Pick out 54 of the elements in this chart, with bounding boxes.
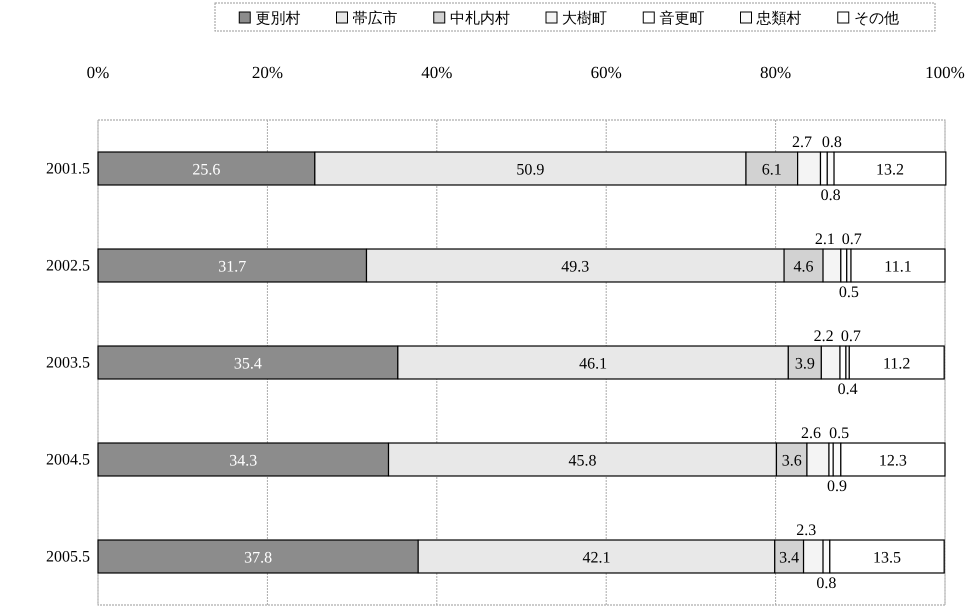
data-label: 50.9 (516, 162, 544, 178)
legend-label: 大樹町 (562, 9, 607, 27)
data-label: 0.5 (838, 284, 859, 301)
data-label: 0.8 (822, 134, 842, 152)
x-tick-label: 80% (760, 63, 792, 82)
data-label: 35.4 (234, 356, 262, 372)
data-label: 0.9 (827, 478, 848, 495)
data-label: 6.1 (762, 162, 782, 178)
data-label: 0.8 (816, 574, 836, 592)
data-label: 25.6 (192, 162, 220, 178)
y-tick-label: 2001.5 (46, 160, 90, 178)
data-label: 0.7 (842, 231, 862, 248)
legend-label: 更別村 (255, 9, 300, 27)
data-label: 13.5 (872, 550, 901, 566)
data-label: 3.4 (779, 550, 800, 566)
data-label: 31.7 (218, 258, 246, 276)
data-label: 2.7 (792, 134, 812, 152)
data-label: 4.6 (794, 258, 814, 276)
data-label: 34.3 (229, 452, 258, 470)
data-label: 42.1 (582, 550, 610, 566)
legend-label: 忠類村 (756, 9, 802, 27)
bar (848, 345, 945, 380)
data-label: 45.8 (568, 452, 596, 470)
data-label: 0.4 (838, 380, 858, 398)
y-tick-label: 2004.5 (46, 452, 90, 469)
data-label: 37.8 (244, 550, 272, 566)
data-label: 2.2 (814, 328, 834, 346)
x-tick-label: 60% (590, 63, 622, 82)
legend-label: 中札内村 (450, 9, 510, 27)
data-label: 11.1 (884, 258, 912, 276)
legend-label: 音更町 (659, 9, 704, 27)
y-tick-label: 2003.5 (46, 354, 90, 372)
data-label: 3.6 (782, 452, 802, 470)
legend-label: その他 (854, 9, 899, 27)
data-label: 12.3 (878, 452, 907, 470)
data-label: 3.9 (794, 356, 815, 372)
x-tick-label: 20% (252, 63, 283, 82)
data-label: 0.8 (820, 186, 841, 204)
y-tick-label: 2002.5 (46, 258, 90, 275)
data-label: 46.1 (579, 356, 608, 372)
legend-label: 帯広市 (352, 9, 398, 27)
data-label: 13.2 (876, 162, 904, 178)
data-label: 49.3 (561, 258, 590, 276)
data-label: 2.3 (796, 522, 816, 540)
x-tick-label: 40% (421, 63, 452, 82)
bar (850, 248, 946, 283)
y-tick-label: 2005.5 (46, 548, 90, 566)
x-tick-label: 0% (86, 63, 110, 82)
x-tick-label: 100% (925, 63, 965, 82)
data-label: 0.5 (829, 425, 850, 442)
data-label: 2.1 (814, 231, 835, 248)
data-label: 11.2 (883, 356, 910, 372)
data-label: 2.6 (800, 425, 821, 442)
data-label: 0.7 (840, 328, 861, 346)
